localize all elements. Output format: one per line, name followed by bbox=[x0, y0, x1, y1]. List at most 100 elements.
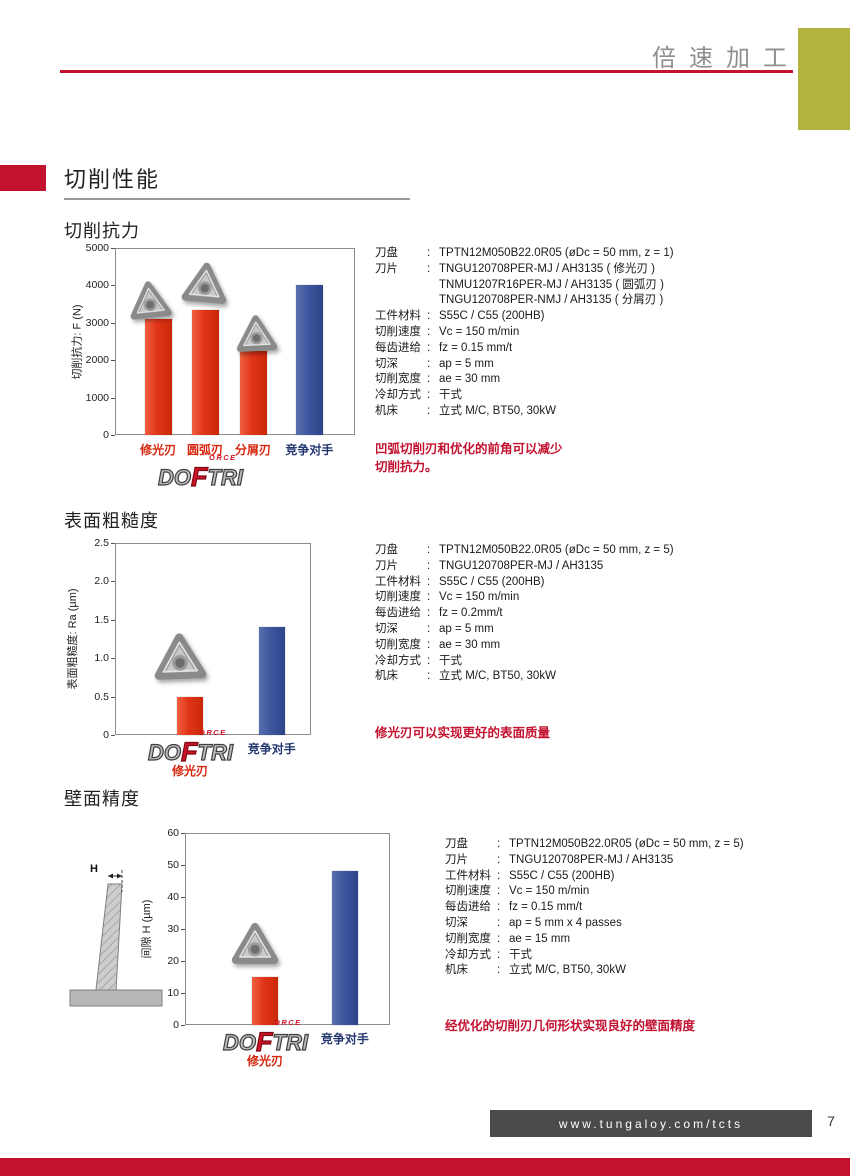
y-axis-tick-label: 50 bbox=[167, 859, 179, 871]
spec-value: 立式 M/C, BT50, 30kW bbox=[439, 404, 556, 417]
bottom-red-bar bbox=[0, 1158, 850, 1176]
spec-colon: : bbox=[497, 853, 501, 866]
wall-diagram-svg bbox=[69, 870, 163, 1007]
spec-value: TNGU120708PER-MJ / AH3135 bbox=[439, 559, 604, 572]
spec-label: 每齿进给 bbox=[375, 341, 421, 354]
spec-value: S55C / C55 (200HB) bbox=[509, 869, 615, 882]
insert-photo-icon bbox=[154, 633, 207, 680]
spec-colon: : bbox=[427, 591, 431, 604]
spec-colon: : bbox=[427, 341, 431, 354]
spec-colon: : bbox=[427, 607, 431, 620]
spec-colon: : bbox=[497, 948, 501, 961]
spec-colon: : bbox=[427, 262, 431, 275]
spec-label: 切削速度 bbox=[375, 591, 421, 604]
spec-value: TNGU120708PER-NMJ / AH3135 ( 分屑刃 ) bbox=[439, 294, 664, 307]
spec-value: Vc = 150 m/min bbox=[439, 591, 520, 604]
spec-value: fz = 0.15 mm/t bbox=[509, 901, 583, 914]
category-label: 分屑刃 bbox=[234, 443, 271, 457]
category-label: 修光刃 bbox=[140, 443, 177, 457]
footer-url: www.tungaloy.com/tcts bbox=[558, 1116, 744, 1131]
y-axis-tick-label: 0 bbox=[103, 429, 109, 441]
spec-row: 工件材料: S55C / C55 (200HB) bbox=[445, 869, 835, 885]
bar-修光刃 bbox=[144, 319, 172, 435]
spec-colon: : bbox=[427, 373, 431, 386]
spec-row: 切深: ap = 5 mm x 4 passes bbox=[445, 916, 835, 932]
doftri-logo: DOFTRI ORCE bbox=[147, 728, 233, 768]
spec-label: 切深 bbox=[375, 357, 398, 370]
y-axis-tick bbox=[181, 833, 185, 834]
section-red-tab bbox=[0, 165, 46, 191]
spec-row: 机床: 立式 M/C, BT50, 30kW bbox=[375, 669, 820, 685]
spec-value: TPTN12M050B22.0R05 (øDc = 50 mm, z = 1) bbox=[439, 247, 674, 259]
y-axis-tick-label: 30 bbox=[167, 923, 179, 935]
subsection-title-cutting-force: 切削抗力 bbox=[64, 221, 140, 241]
diagram-h-label: H bbox=[90, 863, 98, 875]
spec-row: 切削宽度: ae = 30 mm bbox=[375, 372, 820, 388]
logo-do: DO bbox=[222, 1029, 256, 1055]
spec-value: TNMU1207R16PER-MJ / AH3135 ( 圆弧刃 ) bbox=[439, 278, 664, 291]
spec-row: 冷却方式: 干式 bbox=[445, 948, 835, 964]
spec-row: 切削速度: Vc = 150 m/min bbox=[375, 325, 820, 341]
page-header-title: 倍速加工 bbox=[652, 45, 800, 72]
spec-value: Vc = 150 m/min bbox=[509, 885, 590, 898]
spec-label: 切削速度 bbox=[375, 325, 421, 338]
spec-label: 机床 bbox=[445, 964, 468, 977]
y-axis-tick-label: 1.5 bbox=[94, 613, 109, 626]
y-axis-tick-label: 20 bbox=[167, 955, 179, 967]
spec-row: 刀盘: TPTN12M050B22.0R05 (øDc = 50 mm, z = … bbox=[375, 543, 820, 559]
olive-corner-block bbox=[798, 28, 850, 130]
spec-colon: : bbox=[497, 932, 501, 945]
y-axis-tick bbox=[181, 929, 185, 930]
spec-value: ae = 30 mm bbox=[439, 373, 501, 386]
y-axis-tick bbox=[111, 397, 115, 399]
category-label: 竞争对手 bbox=[285, 443, 334, 457]
spec-value: TPTN12M050B22.0R05 (øDc = 50 mm, z = 5) bbox=[509, 838, 744, 850]
spec-row: 刀片: TNGU120708PER-MJ / AH3135 bbox=[375, 559, 820, 575]
category-label: 竞争对手 bbox=[247, 742, 296, 756]
spec-row: 每齿进给: fz = 0.15 mm/t bbox=[375, 341, 820, 357]
spec-value: 立式 M/C, BT50, 30kW bbox=[439, 670, 556, 683]
spec-colon: : bbox=[497, 885, 501, 898]
footer-band: www.tungaloy.com/tcts bbox=[490, 1110, 812, 1137]
y-axis-title: 切削抗力: F (N) bbox=[71, 303, 83, 380]
spec-label: 冷却方式 bbox=[445, 948, 491, 961]
y-axis-tick-label: 2.0 bbox=[94, 575, 109, 588]
insert-photo bbox=[123, 275, 176, 333]
spec-value: 立式 M/C, BT50, 30kW bbox=[509, 964, 626, 977]
spec-value: fz = 0.2mm/t bbox=[439, 607, 503, 620]
spec-label: 切深 bbox=[375, 622, 398, 635]
spec-value: S55C / C55 (200HB) bbox=[439, 310, 545, 323]
y-axis-tick bbox=[181, 897, 185, 898]
spec-label: 刀片 bbox=[375, 262, 398, 275]
logo-f: F bbox=[255, 1026, 273, 1057]
y-axis-tick-label: 3000 bbox=[85, 316, 109, 329]
y-axis-tick-label: 0.5 bbox=[94, 690, 109, 703]
y-axis-tick bbox=[111, 543, 115, 544]
spec-row: 切削宽度: ae = 30 mm bbox=[375, 638, 820, 654]
spec-label: 冷却方式 bbox=[375, 654, 421, 667]
spec-label: 冷却方式 bbox=[375, 389, 421, 402]
y-axis-tick-label: 2.5 bbox=[94, 537, 109, 549]
spec-row: 刀盘: TPTN12M050B22.0R05 (øDc = 50 mm, z = … bbox=[375, 246, 820, 262]
spec-row: TNMU1207R16PER-MJ / AH3135 ( 圆弧刃 ) bbox=[375, 278, 820, 294]
spec-value: S55C / C55 (200HB) bbox=[439, 575, 545, 588]
spec-label: 切削速度 bbox=[445, 885, 491, 898]
spec-block-wall-accuracy: 刀盘: TPTN12M050B22.0R05 (øDc = 50 mm, z = … bbox=[445, 837, 835, 979]
spec-colon bbox=[427, 278, 439, 294]
y-axis-tick bbox=[111, 696, 115, 698]
spec-row: 切削速度: Vc = 150 m/min bbox=[375, 590, 820, 606]
spec-colon: : bbox=[497, 901, 501, 914]
section-underline bbox=[64, 198, 410, 200]
y-axis-tick bbox=[111, 581, 115, 583]
spec-colon bbox=[427, 293, 439, 309]
spec-colon: : bbox=[427, 638, 431, 651]
spec-row: 每齿进给: fz = 0.2mm/t bbox=[375, 606, 820, 622]
spec-value: ap = 5 mm bbox=[439, 357, 494, 370]
spec-value: ap = 5 mm bbox=[439, 622, 494, 635]
spec-block-surface-roughness: 刀盘: TPTN12M050B22.0R05 (øDc = 50 mm, z = … bbox=[375, 543, 820, 685]
spec-row: 机床: 立式 M/C, BT50, 30kW bbox=[375, 404, 820, 420]
y-axis-tick-label: 1000 bbox=[85, 391, 109, 404]
category-label: 修光刃 bbox=[246, 1054, 283, 1068]
spec-colon: : bbox=[427, 310, 431, 323]
